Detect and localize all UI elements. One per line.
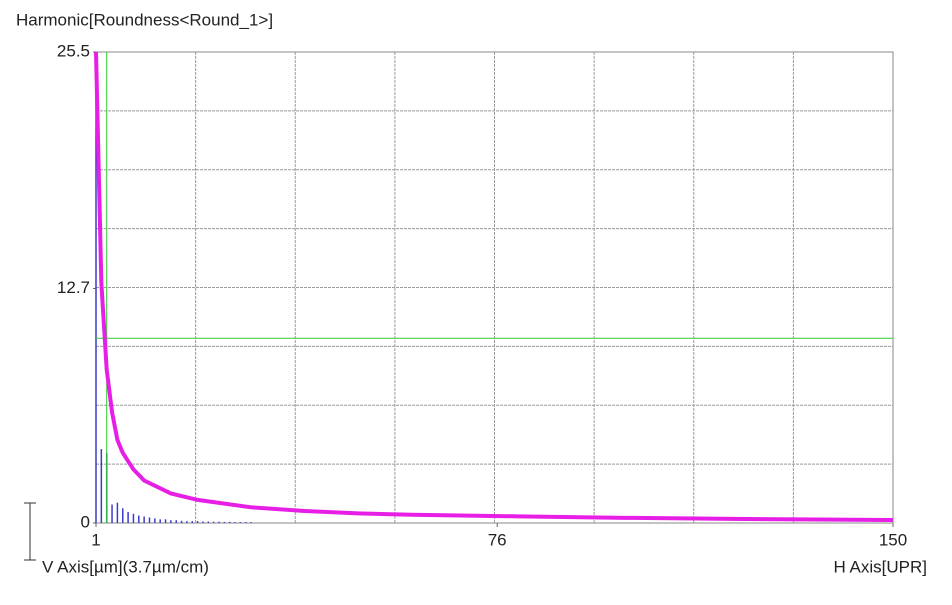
x-axis-label: H Axis[UPR] [833, 557, 927, 576]
harmonic-curve [94, 51, 894, 523]
x-tick-label: 76 [488, 530, 507, 549]
y-axis-label: V Axis[µm](3.7µm/cm) [42, 557, 209, 576]
x-tick-label: 1 [91, 530, 100, 549]
y-tick-label: 12.7 [57, 278, 90, 297]
scale-bracket [24, 502, 36, 561]
y-tick-label: 25.5 [57, 41, 90, 60]
x-tick-label: 150 [879, 530, 907, 549]
chart-title: Harmonic[Roundness<Round_1>] [16, 10, 273, 29]
y-tick-label: 0 [81, 512, 90, 531]
